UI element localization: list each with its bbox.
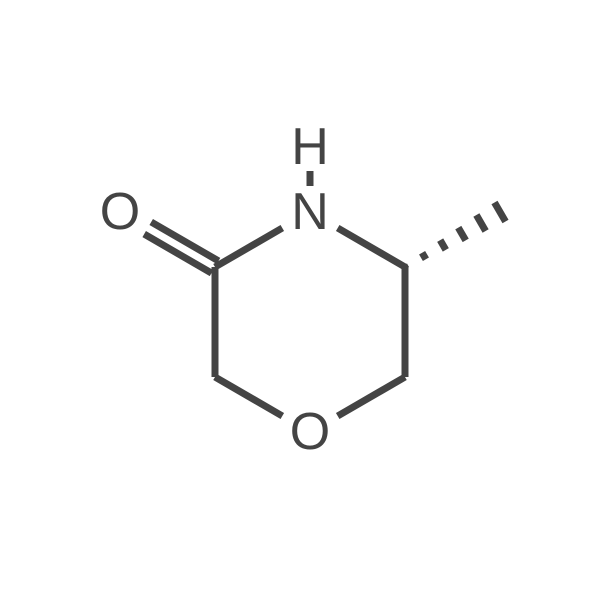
- atom-label-o: O: [290, 403, 330, 461]
- bond: [338, 377, 405, 416]
- bond: [215, 377, 282, 416]
- bond: [215, 228, 282, 267]
- atom-label-n: N: [291, 183, 329, 241]
- atom-label-o: O: [100, 183, 140, 241]
- molecule-diagram: NH O O: [0, 0, 600, 600]
- atom-label-h: H: [291, 118, 329, 176]
- bond: [338, 228, 405, 267]
- hashed-wedge-bond: [404, 202, 506, 268]
